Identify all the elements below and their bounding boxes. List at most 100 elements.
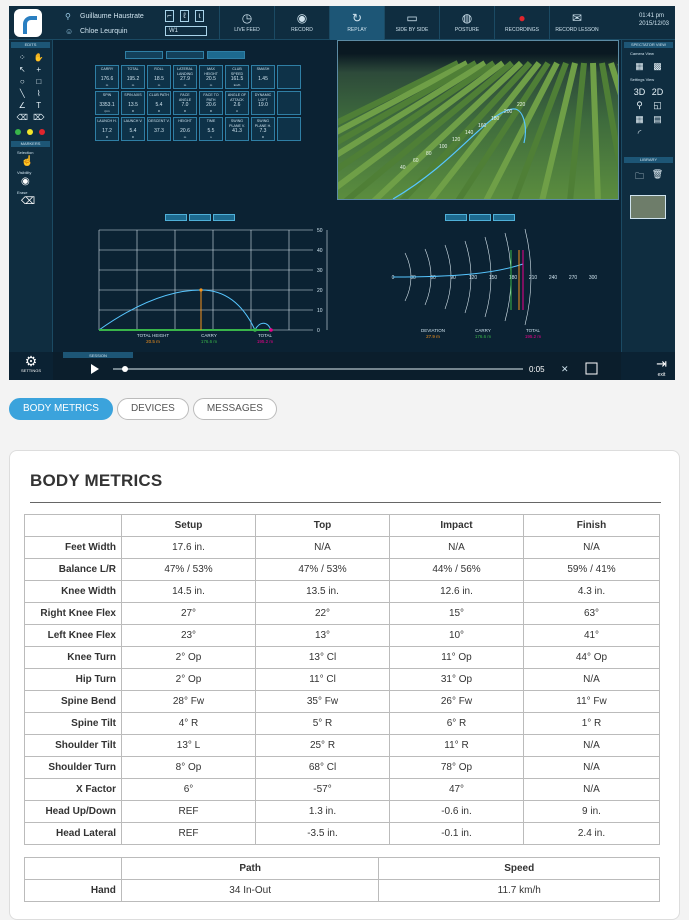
fairway-stripe — [338, 60, 460, 126]
fairway-stripe — [338, 60, 478, 146]
x-tick-label: 270 — [569, 275, 578, 281]
folder-icon[interactable]: 🗀 — [634, 171, 644, 181]
player-name[interactable]: Chloe Leurquin — [80, 28, 128, 35]
3d-trajectory-view[interactable]: 40 60 80 100 120 140 160 180 200 220 — [337, 40, 619, 200]
y-tick-label: 50 — [317, 228, 323, 234]
stats-tab[interactable] — [207, 51, 245, 59]
yellow-color[interactable] — [27, 129, 33, 135]
metric-value: -3.5 in. — [255, 822, 390, 845]
table-view-icon[interactable]: ▦ — [635, 114, 644, 124]
mode-side-by-side[interactable]: ▭ SIDE BY SIDE — [384, 6, 439, 40]
golfer-view-icon[interactable]: ⚲ — [636, 100, 643, 110]
fairway-stripe — [567, 62, 587, 199]
mode-record[interactable]: ◉ RECORD — [274, 6, 329, 40]
mute-icon: ✕ — [561, 364, 569, 374]
replay-icon: ↻ — [351, 11, 363, 25]
club-wedge-icon[interactable]: ɩ — [195, 10, 204, 22]
mode-live-feed[interactable]: ◷ LIVE FEED — [219, 6, 274, 40]
chart-tab[interactable] — [469, 214, 491, 221]
erase-icon[interactable]: ⌫ — [21, 196, 36, 207]
stat-value: 27.9 — [180, 76, 190, 82]
tab-body-metrics[interactable]: BODY METRICS — [9, 398, 113, 420]
tab-devices[interactable]: DEVICES — [116, 398, 189, 420]
chart-tab[interactable] — [445, 214, 467, 221]
settings-button[interactable]: ⚙ SETTINGS — [9, 352, 53, 380]
metric-value: 35° Fw — [255, 690, 390, 713]
delete-icon[interactable]: 🗑 — [651, 169, 664, 179]
metric-value: 8° Op — [121, 756, 256, 779]
row-label: Feet Width — [24, 536, 122, 559]
club-iron-icon[interactable]: ℓ — [180, 10, 189, 22]
line-icon[interactable]: ╲ — [19, 89, 25, 98]
stat-cell: TIME 5.5 s — [199, 117, 223, 141]
stats-tab[interactable] — [125, 51, 163, 59]
row-label: Head Up/Down — [24, 800, 122, 823]
angle-icon[interactable]: ∠ — [18, 101, 26, 110]
exit-button[interactable]: ⇥ exit — [656, 356, 667, 378]
chart-tab[interactable] — [165, 214, 187, 221]
mode-posture[interactable]: ◍ POSTURE — [439, 6, 494, 40]
x-tick-label: 240 — [549, 275, 558, 281]
stats-tab[interactable] — [166, 51, 204, 59]
erase-all-icon[interactable]: ⌦ — [33, 113, 45, 122]
cross-icon[interactable]: + — [36, 65, 42, 74]
metric-value: N/A — [523, 536, 660, 559]
target-view-icon[interactable]: ◱ — [653, 100, 662, 110]
stat-value: 2.6 — [233, 102, 241, 108]
trajectory-charts: 50 40 30 20 10 0 TOTAL HEIGHT 20.5 m CARRY 176.6… — [53, 210, 621, 350]
chart-tab[interactable] — [213, 214, 235, 221]
column-header: Top — [255, 514, 390, 537]
grid-view-icon[interactable]: ▦ — [635, 61, 644, 71]
chart-tab[interactable] — [189, 214, 211, 221]
distance-arc — [444, 244, 452, 310]
row-label: Spine Tilt — [24, 712, 122, 735]
metric-value: 4° R — [121, 712, 256, 735]
pointer-hand-icon[interactable]: ☝ — [21, 156, 34, 167]
club-driver-icon[interactable]: ⌐ — [165, 10, 174, 22]
player-name[interactable]: Guillaume Haustrate — [80, 13, 144, 20]
stat-label: CLUB SPEED — [230, 67, 244, 76]
fairway-stripe — [455, 61, 551, 199]
row-label: Spine Bend — [24, 690, 122, 713]
chart-tab[interactable] — [493, 214, 515, 221]
hand-icon[interactable]: ✋ — [33, 53, 44, 62]
quad-view-icon[interactable]: ▩ — [653, 61, 662, 71]
multi-select-icon[interactable]: ⁘ — [18, 53, 26, 62]
green-color[interactable] — [15, 129, 21, 135]
square-icon[interactable]: □ — [36, 77, 42, 86]
eye-icon[interactable]: ◉ — [21, 176, 30, 187]
view-3d-button[interactable]: 3D — [633, 87, 646, 97]
video-thumbnail[interactable] — [630, 195, 666, 219]
mode-recordings[interactable]: ● RECORDINGS — [494, 6, 549, 40]
view-tools: 3D 2D ⚲ ◱ ▦ ▤ ◜ — [622, 83, 675, 143]
side-roll — [254, 322, 272, 331]
tab-messages[interactable]: MESSAGES — [192, 398, 277, 420]
metric-value: 12.6 in. — [389, 580, 524, 603]
mode-record-lesson[interactable]: ✉ RECORD LESSON — [549, 6, 604, 40]
circle-icon[interactable]: ○ — [19, 77, 25, 86]
yardage-marker: 40 — [400, 165, 406, 171]
view-2d-button[interactable]: 2D — [651, 87, 664, 97]
stat-value: 161.5 — [230, 76, 244, 82]
top-bar: ⚲ Guillaume Haustrate ☺ Chloe Leurquin ⌐ ℓ… — [9, 6, 675, 40]
stat-value: 5.4 — [129, 128, 137, 134]
row-label: Head Lateral — [24, 822, 122, 845]
clock-icon: ◷ — [241, 11, 253, 25]
stat-cell: SWING PLANE V. 41.3 — [225, 117, 249, 141]
text-icon[interactable]: T — [36, 101, 42, 110]
title-divider — [30, 502, 661, 503]
stat-cell — [277, 91, 301, 115]
polyline-icon[interactable]: ⌇ — [36, 89, 41, 98]
eraser-icon[interactable]: ⌫ — [16, 113, 28, 122]
mode-replay[interactable]: ↻ REPLAY — [329, 6, 384, 40]
club-select[interactable]: W1 — [165, 26, 207, 36]
selection-label: Selection — [17, 150, 34, 155]
arc-view-icon[interactable]: ◜ — [637, 128, 642, 138]
club-icons: ⌐ ℓ ɩ — [165, 10, 204, 22]
table-row: Hip Turn 2° Op 11° Cl 31° Op N/A — [24, 668, 660, 691]
arrow-icon[interactable]: ↖ — [18, 65, 26, 74]
metric-value: 68° Cl — [255, 756, 390, 779]
chart-view-icon[interactable]: ▤ — [653, 114, 662, 124]
red-color[interactable] — [39, 129, 45, 135]
